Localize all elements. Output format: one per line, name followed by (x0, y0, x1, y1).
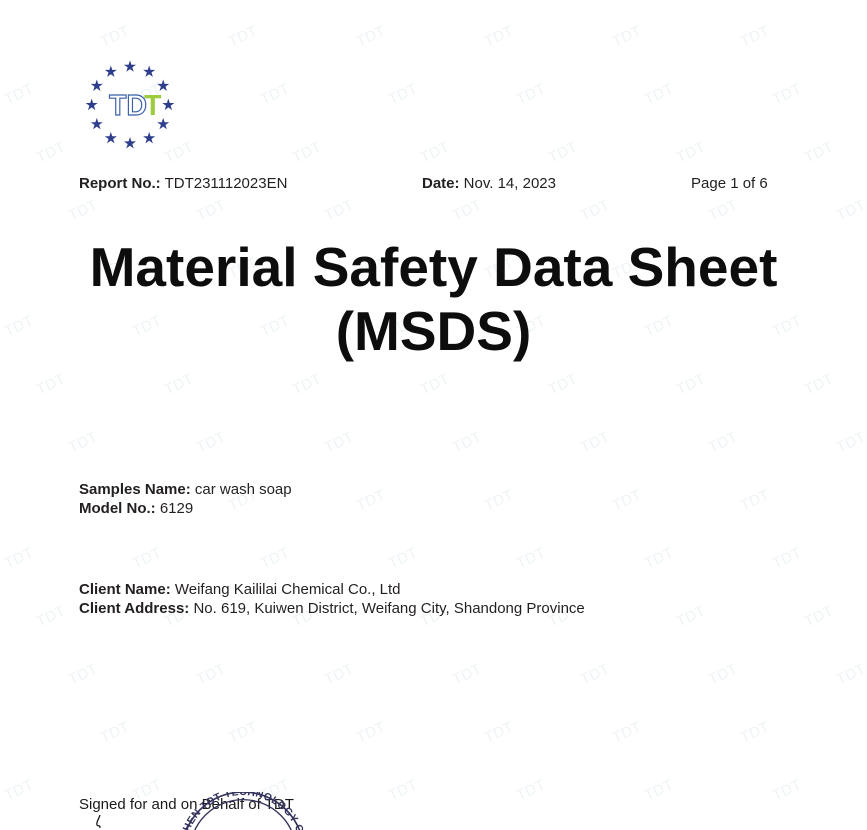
svg-text:TD: TD (109, 90, 147, 122)
svg-text:T: T (144, 90, 161, 122)
svg-text:SHENZHEN TDT TECHNOLOGY CO.,LT: SHENZHEN TDT TECHNOLOGY CO.,LTD (182, 792, 304, 830)
